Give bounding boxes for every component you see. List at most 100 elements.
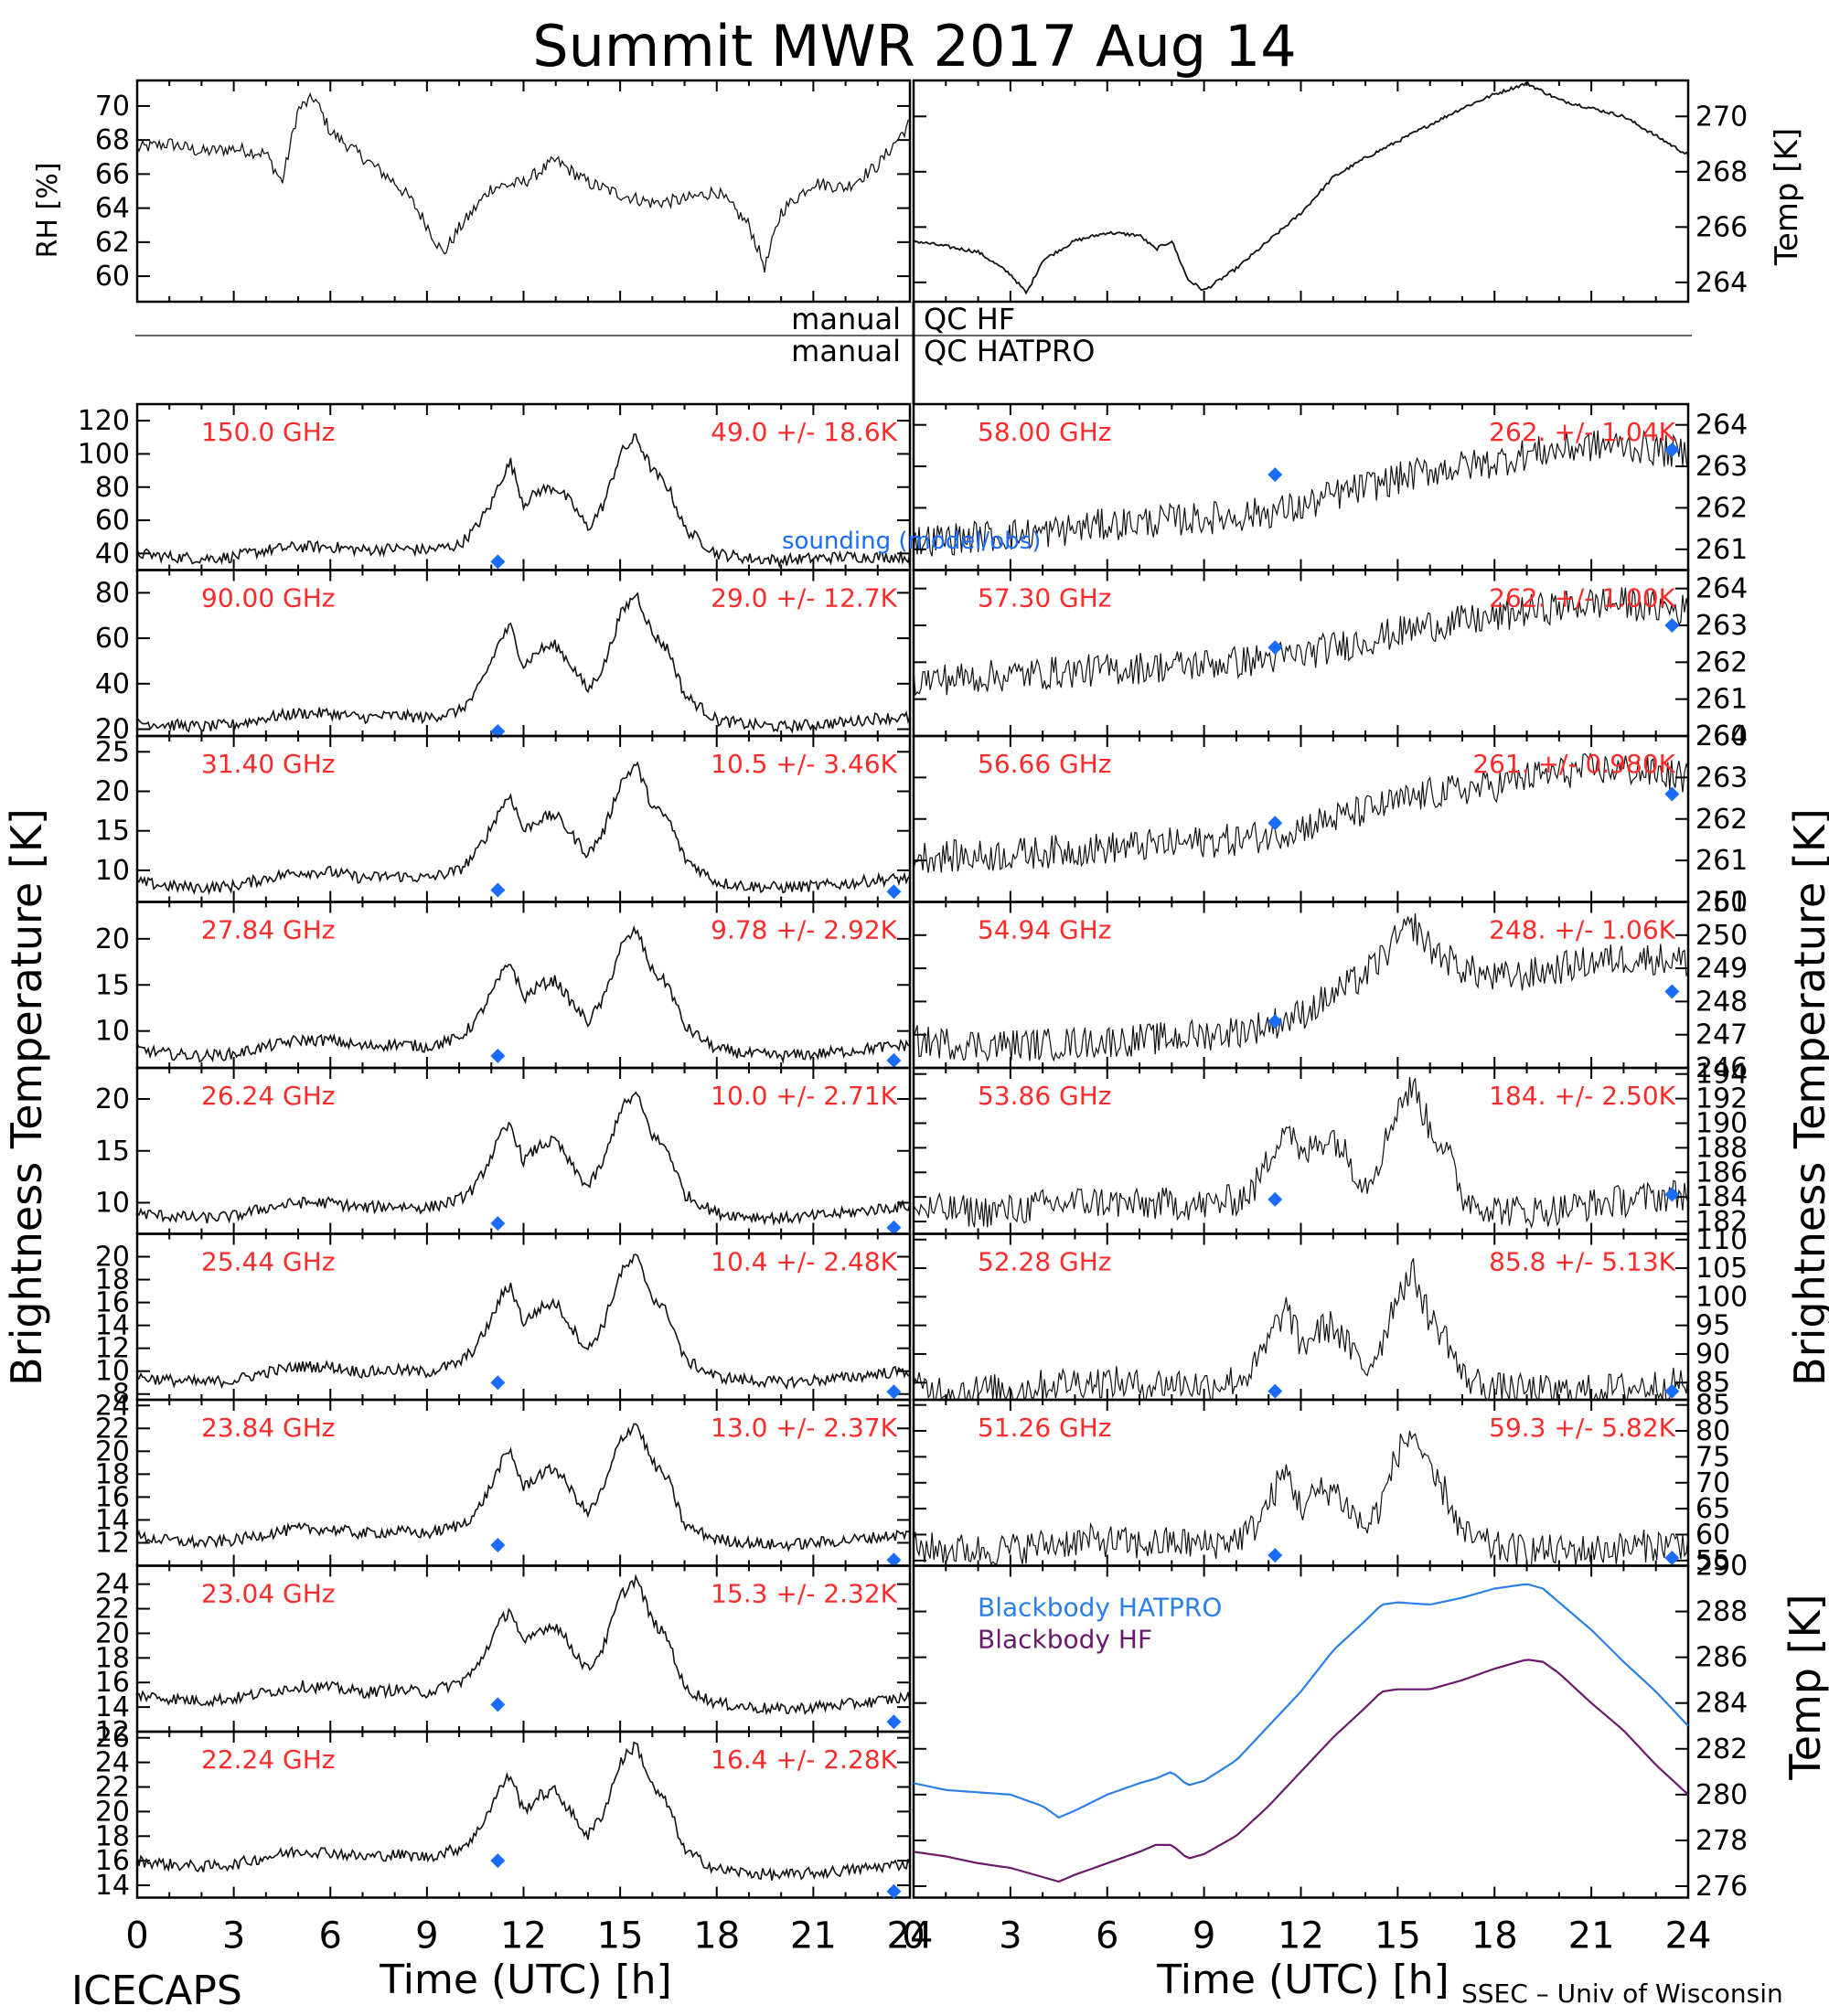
y-tick-label: 24 (95, 1569, 130, 1601)
y-tick-label: 26 (95, 1723, 130, 1755)
series-line-tb_57_30 (913, 587, 1689, 697)
y-tick-label: 8 (112, 1379, 130, 1411)
y-tick-label: 14 (95, 1310, 130, 1342)
x-tick-label-left: 6 (319, 1915, 342, 1957)
qc-hatpro-right-label: QC HATPRO (924, 334, 1095, 368)
y-tick-label: 100 (78, 438, 130, 470)
y-tick-label: 100 (1695, 1281, 1748, 1313)
y-tick-label: 18 (95, 1458, 130, 1490)
y-tick-label: 10 (95, 855, 130, 887)
y-tick-label: 95 (1695, 1310, 1730, 1342)
y-tick-label: 20 (95, 714, 130, 746)
y-tick-label: 260 (1695, 887, 1748, 919)
y-tick-label: 263 (1695, 451, 1748, 483)
y-tick-label: 60 (95, 261, 130, 293)
series-line-tb_31 (136, 761, 911, 896)
series-line-tb_26 (136, 1091, 911, 1227)
x-tick-label-right: 24 (1665, 1915, 1712, 1957)
y-tick-label: 286 (1695, 1642, 1748, 1674)
frequency-label: 58.00 GHz (978, 417, 1112, 447)
y-tick-label: 40 (95, 668, 130, 700)
y-tick-label: 264 (1695, 720, 1748, 752)
y-tick-label: 20 (95, 1796, 130, 1828)
y-tick-label: 194 (1695, 1059, 1748, 1091)
y-tick-label: 20 (95, 1617, 130, 1649)
y-tick-label: 12 (95, 1333, 130, 1365)
y-tick-label: 266 (1695, 211, 1748, 243)
y-tick-label: 16 (95, 1287, 130, 1319)
y-tick-label: 262 (1695, 646, 1748, 678)
frequency-label: 31.40 GHz (201, 749, 336, 779)
y-tick-label: 264 (1695, 410, 1748, 442)
series-line-blackbody-hatpro (913, 1583, 1689, 1819)
stats-label: 16.4 +/- 2.28K (711, 1744, 897, 1775)
panel-tb_27: 10 15 20 27.84 GHz 9.78 +/- 2.92K (95, 901, 912, 1070)
sounding-point (886, 1052, 902, 1068)
panel-tb_26: 10 15 20 26.24 GHz 10.0 +/- 2.71K (95, 1066, 912, 1235)
y-tick-label: 192 (1695, 1083, 1748, 1115)
y-tick-label: 20 (95, 1242, 130, 1274)
sounding-point (886, 1220, 902, 1235)
sounding-point (1664, 786, 1680, 802)
series-line-tb_53_86 (913, 1077, 1689, 1230)
y-tick-label: 268 (1695, 156, 1748, 188)
panel-tb_57_30: 260 261 262 263 264 57.30 GHz 262. +/- 1.00K (912, 569, 1748, 752)
y-tick-label: 250 (1695, 920, 1748, 952)
y-tick-label: 12 (95, 1527, 130, 1559)
tb-right-axis-label: Brightness Temperature [K] (1785, 808, 1829, 1386)
sounding-point (886, 884, 902, 900)
stats-label: 59.3 +/- 5.82K (1489, 1413, 1675, 1443)
x-tick-label-right: 0 (902, 1915, 925, 1957)
y-tick-label: 20 (95, 923, 130, 955)
y-tick-label: 10 (95, 1356, 130, 1388)
frequency-label: 90.00 GHz (201, 583, 336, 613)
stats-label: 10.4 +/- 2.48K (711, 1247, 897, 1277)
series-line-tb_150 (136, 433, 911, 569)
y-tick-label: 260 (1695, 720, 1748, 752)
y-tick-label: 14 (95, 1870, 130, 1902)
y-tick-label: 60 (95, 623, 130, 655)
stats-label: 248. +/- 1.06K (1489, 915, 1675, 945)
stats-label: 85.8 +/- 5.13K (1489, 1247, 1675, 1277)
frequency-label: 51.26 GHz (978, 1413, 1112, 1443)
x-tick-label-left: 3 (222, 1915, 245, 1957)
y-tick-label: 60 (1695, 1519, 1730, 1551)
series-line-blackbody-hf (913, 1659, 1689, 1883)
y-tick-label: 68 (95, 124, 130, 156)
series-line-tb_22_24 (136, 1741, 911, 1881)
y-tick-label: 186 (1695, 1157, 1748, 1189)
sounding-point (490, 1216, 506, 1232)
sounding-point (490, 1697, 506, 1712)
sounding-point (490, 1048, 506, 1063)
stats-label: 10.0 +/- 2.71K (711, 1081, 897, 1111)
stats-label: 13.0 +/- 2.37K (711, 1413, 897, 1443)
x-tick-label-right: 3 (999, 1915, 1021, 1957)
frequency-label: 26.24 GHz (201, 1081, 336, 1111)
series-line-tb_54_94 (913, 913, 1689, 1062)
legend-blackbody-hatpro: Blackbody HATPRO (978, 1593, 1222, 1623)
series-line-tb_23_84 (136, 1423, 911, 1552)
series-line-rh (136, 92, 911, 273)
y-tick-label: 120 (78, 405, 130, 437)
stats-label: 262. +/- 1.04K (1489, 417, 1675, 447)
x-tick-label-left: 12 (500, 1915, 547, 1957)
y-tick-label: 248 (1695, 986, 1748, 1018)
y-tick-label: 264 (1695, 573, 1748, 605)
footer-icecaps: ICECAPS (71, 1968, 242, 2011)
stats-label: 49.0 +/- 18.6K (711, 417, 897, 447)
y-tick-label: 15 (95, 816, 130, 848)
x-tick-label-right: 6 (1096, 1915, 1118, 1957)
y-tick-label: 40 (95, 538, 130, 570)
tb-left-axis-label: Brightness Temperature [K] (2, 808, 51, 1386)
sounding-point (1267, 1191, 1283, 1207)
frequency-label: 56.66 GHz (978, 749, 1112, 779)
y-tick-label: 251 (1695, 887, 1748, 919)
y-tick-label: 288 (1695, 1596, 1748, 1628)
panel-temp: 264 266 268 270 (912, 79, 1748, 304)
stats-label: 261. +/- 0.980K (1472, 749, 1675, 779)
